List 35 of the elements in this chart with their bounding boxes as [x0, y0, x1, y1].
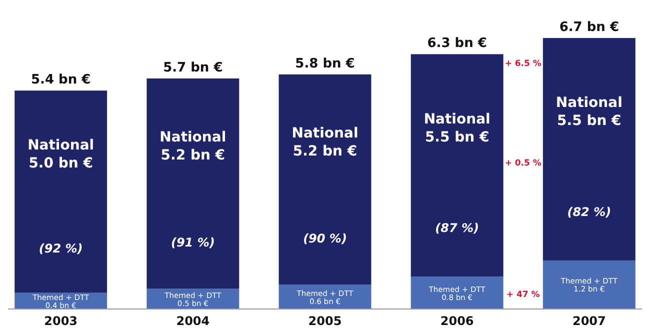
annotation: (91 %) [170, 236, 215, 250]
total-label: 5.8 bn € [295, 56, 355, 72]
total-label: 5.4 bn € [30, 72, 91, 88]
annotation: (92 %) [38, 241, 83, 256]
bar [542, 260, 636, 309]
bar [278, 74, 372, 285]
data-label: 5.2 bn € [292, 144, 358, 160]
annotation: + 0.5 % [504, 158, 542, 168]
text: National [424, 111, 490, 128]
bar [14, 90, 108, 293]
data-label: 5.5 bn € [424, 129, 490, 146]
bar [542, 38, 636, 260]
bar [146, 78, 240, 289]
data-label: 5.5 bn € [557, 113, 622, 130]
annotation: + 6.5 % [504, 59, 542, 70]
text: National [160, 130, 226, 146]
annotation: (87 %) [435, 221, 480, 236]
total-label: 6.7 bn € [559, 20, 620, 35]
total-label: 5.7 bn € [163, 60, 223, 76]
series-label: National [556, 95, 622, 112]
data-label: 5.2 bn € [160, 148, 226, 164]
x-tick-label: 2006 [440, 314, 474, 328]
x-tick-label: 2005 [308, 314, 342, 328]
x-tick-label: 2004 [176, 314, 210, 328]
bar [410, 54, 504, 277]
annotation: (82 %) [567, 204, 612, 219]
bar [410, 276, 504, 309]
data-label: 5.0 bn € [28, 156, 93, 172]
annotation: (90 %) [303, 232, 347, 246]
x-tick-label: 2007 [572, 314, 606, 328]
annotation: + 47 % [506, 290, 540, 300]
text: National [292, 126, 358, 142]
total-label: 6.3 bn € [427, 36, 487, 52]
x-tick-label: 2003 [44, 314, 78, 328]
text: National [28, 138, 94, 154]
